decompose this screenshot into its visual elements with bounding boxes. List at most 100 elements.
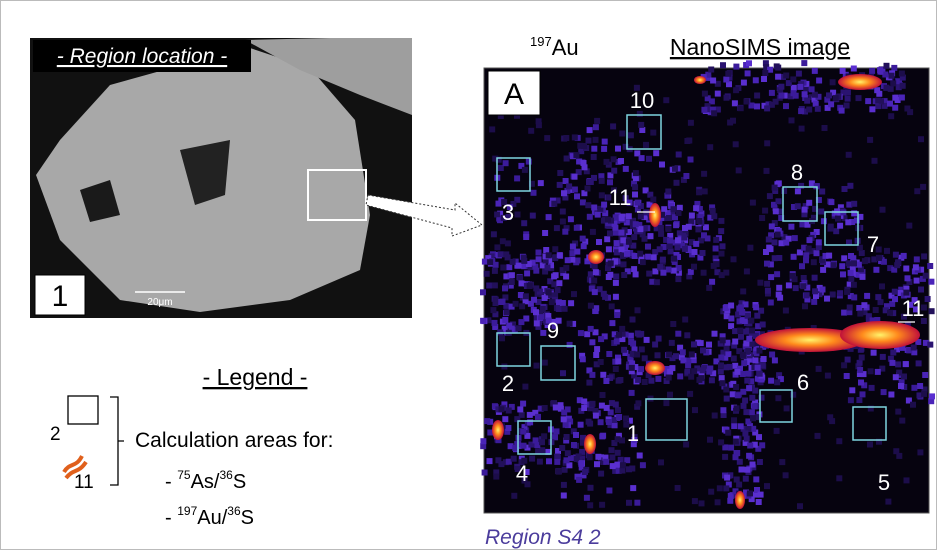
speckle	[498, 299, 504, 305]
speckle	[820, 267, 826, 273]
speckle	[776, 198, 782, 204]
speckle	[806, 246, 812, 252]
speckle	[588, 271, 594, 277]
speckle	[749, 409, 755, 415]
speckle	[554, 459, 560, 465]
speckle	[718, 369, 724, 375]
speckle	[578, 422, 584, 428]
speckle	[534, 320, 540, 326]
speckle	[713, 246, 719, 252]
speckle	[556, 299, 562, 305]
speckle	[598, 336, 604, 342]
caption: Region S4 2	[485, 526, 601, 549]
speckle	[530, 213, 536, 219]
speckle	[657, 264, 663, 270]
speckle	[744, 268, 750, 274]
speckle	[587, 502, 593, 508]
speckle	[629, 390, 635, 396]
speckle	[702, 188, 708, 194]
speckle	[764, 483, 770, 489]
speckle	[670, 321, 676, 327]
speckle	[635, 200, 641, 206]
speckle	[574, 193, 580, 199]
speckle	[851, 201, 857, 207]
area-label: 11	[902, 296, 925, 321]
speckle	[840, 271, 846, 277]
speckle	[621, 261, 627, 267]
speckle	[490, 307, 496, 313]
speckle	[628, 132, 634, 138]
speckle	[856, 397, 862, 403]
speckle	[522, 384, 528, 390]
speckle	[693, 241, 699, 247]
speckle	[667, 243, 673, 249]
speckle	[702, 91, 708, 97]
hotspot	[649, 203, 661, 227]
sem-image	[30, 38, 412, 318]
speckle	[819, 189, 825, 195]
figure: - Region location - 1 20μm 197Au NanoSIM…	[0, 0, 941, 551]
speckle	[538, 314, 544, 320]
speckle	[828, 224, 834, 230]
speckle	[561, 493, 567, 499]
speckle	[765, 288, 771, 294]
speckle	[742, 431, 748, 437]
speckle	[632, 253, 638, 259]
speckle	[637, 453, 643, 459]
speckle	[802, 303, 808, 309]
speckle	[633, 221, 639, 227]
speckle	[890, 350, 896, 356]
speckle	[913, 264, 919, 270]
speckle	[731, 417, 737, 423]
speckle	[535, 414, 541, 420]
element: As/	[191, 471, 220, 493]
speckle	[551, 281, 557, 287]
speckle	[519, 412, 525, 418]
speckle	[753, 304, 759, 310]
speckle	[492, 282, 498, 288]
speckle	[921, 391, 927, 397]
speckle	[675, 237, 681, 243]
legend-item: - 75As/36S	[165, 468, 246, 493]
speckle	[616, 378, 622, 384]
mass: 36	[219, 468, 233, 482]
speckle	[737, 328, 743, 334]
speckle	[671, 268, 677, 274]
speckle	[658, 225, 664, 231]
speckle	[516, 325, 522, 331]
speckle	[510, 259, 516, 265]
speckle	[906, 223, 912, 229]
speckle	[642, 379, 648, 385]
speckle	[637, 251, 643, 257]
speckle	[713, 237, 719, 243]
speckle	[904, 477, 910, 483]
speckle	[611, 168, 617, 174]
speckle	[783, 240, 789, 246]
speckle	[861, 302, 867, 308]
speckle	[616, 414, 622, 420]
speckle	[658, 231, 664, 237]
speckle	[845, 96, 851, 102]
speckle	[560, 219, 566, 225]
speckle	[848, 276, 854, 282]
speckle	[707, 144, 713, 150]
speckle	[540, 306, 546, 312]
speckle	[570, 244, 576, 250]
speckle	[875, 294, 881, 300]
speckle	[899, 95, 905, 101]
speckle	[747, 443, 753, 449]
speckle	[804, 98, 810, 104]
speckle	[710, 208, 716, 214]
speckle	[599, 433, 605, 439]
speckle	[494, 244, 500, 250]
speckle	[845, 357, 851, 363]
speckle	[724, 475, 730, 481]
speckle	[638, 366, 644, 372]
speckle	[480, 438, 486, 444]
speckle	[928, 279, 934, 285]
speckle	[857, 360, 863, 366]
speckle	[640, 462, 646, 468]
speckle	[626, 213, 632, 219]
speckle	[555, 287, 561, 293]
speckle	[621, 347, 627, 353]
